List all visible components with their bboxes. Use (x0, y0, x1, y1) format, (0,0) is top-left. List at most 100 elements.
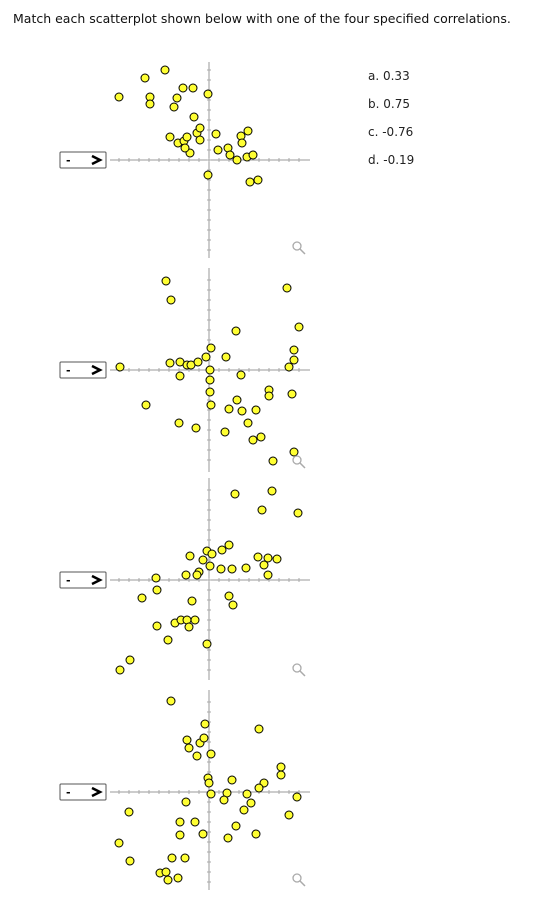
scatter-point (242, 789, 252, 799)
scatter-point (259, 560, 269, 570)
dropdown-value: - (66, 154, 71, 167)
scatter-point (257, 505, 267, 515)
scatter-point (152, 621, 162, 631)
scatter-point (289, 355, 299, 365)
scatter-point (243, 418, 253, 428)
scatter-point (114, 92, 124, 102)
scatter-point (231, 821, 241, 831)
scatter-point (241, 563, 251, 573)
scatter-point (185, 551, 195, 561)
dropdown[interactable]: - (59, 783, 107, 801)
scatter-point (243, 126, 253, 136)
scatter-point (254, 724, 264, 734)
scatter-point (245, 177, 255, 187)
scatter-point (223, 833, 233, 843)
scatter-point (294, 322, 304, 332)
scatter-point (175, 830, 185, 840)
scatter-point (191, 423, 201, 433)
scatterplot (110, 268, 310, 472)
scatter-point (141, 400, 151, 410)
scatter-point (192, 751, 202, 761)
scatter-point (184, 622, 194, 632)
scatter-point (284, 810, 294, 820)
scatter-point (206, 749, 216, 759)
scatter-point (181, 797, 191, 807)
scatter-point (180, 853, 190, 863)
scatter-point (253, 175, 263, 185)
zoom-handle (299, 462, 306, 469)
scatter-point (151, 573, 161, 583)
scatter-point (184, 743, 194, 753)
option: d. -0.19 (368, 153, 415, 167)
scatter-point (190, 817, 200, 827)
scatter-point (205, 387, 215, 397)
scatter-point (173, 873, 183, 883)
scatter-point (268, 456, 278, 466)
scatter-point (167, 853, 177, 863)
scatter-point (195, 123, 205, 133)
scatter-point (237, 138, 247, 148)
zoom-handle (299, 248, 306, 255)
scatter-point (224, 591, 234, 601)
scatter-point (163, 875, 173, 885)
scatter-point (267, 486, 277, 496)
scatter-point (181, 570, 191, 580)
scatter-point (206, 400, 216, 410)
scatter-point (188, 83, 198, 93)
scatter-point (228, 600, 238, 610)
scatter-point (172, 93, 182, 103)
scatter-point (193, 357, 203, 367)
scatter-point (205, 375, 215, 385)
scatter-point (264, 391, 274, 401)
scatter-point (276, 762, 286, 772)
dropdown-arrow (91, 786, 103, 798)
scatter-point (145, 99, 155, 109)
dropdown-value: - (66, 574, 71, 587)
scatter-point (190, 615, 200, 625)
scatter-point (253, 552, 263, 562)
scatter-point (166, 696, 176, 706)
scatter-point (231, 326, 241, 336)
scatter-point (114, 838, 124, 848)
scatter-point (230, 489, 240, 499)
dropdown-arrow (91, 364, 103, 376)
dropdown[interactable]: - (59, 151, 107, 169)
scatter-point (205, 561, 215, 571)
scatter-point (248, 435, 258, 445)
scatter-point (203, 170, 213, 180)
scatter-point (182, 132, 192, 142)
scatter-point (178, 83, 188, 93)
scatter-point (182, 735, 192, 745)
scatter-point (204, 778, 214, 788)
scatter-point (206, 789, 216, 799)
scatter-point (284, 362, 294, 372)
zoom-icon[interactable] (292, 873, 302, 883)
scatter-point (246, 798, 256, 808)
scatter-point (192, 570, 202, 580)
dropdown[interactable]: - (59, 361, 107, 379)
scatter-point (282, 283, 292, 293)
scatter-point (236, 370, 246, 380)
dropdown[interactable]: - (59, 571, 107, 589)
scatter-point (287, 389, 297, 399)
scatter-point (161, 867, 171, 877)
zoom-icon[interactable] (292, 455, 302, 465)
scatter-point (276, 770, 286, 780)
scatter-point (200, 719, 210, 729)
zoom-icon[interactable] (292, 663, 302, 673)
scatter-point (263, 553, 273, 563)
scatter-point (216, 564, 226, 574)
zoom-icon[interactable] (292, 241, 302, 251)
scatter-point (251, 405, 261, 415)
scatter-point (263, 570, 273, 580)
scatter-point (272, 554, 282, 564)
scatter-point (224, 540, 234, 550)
scatter-point (187, 596, 197, 606)
scatter-point (227, 775, 237, 785)
scatter-point (254, 783, 264, 793)
scatter-point (180, 143, 190, 153)
scatter-point (152, 585, 162, 595)
scatter-point (248, 150, 258, 160)
scatter-point (165, 132, 175, 142)
